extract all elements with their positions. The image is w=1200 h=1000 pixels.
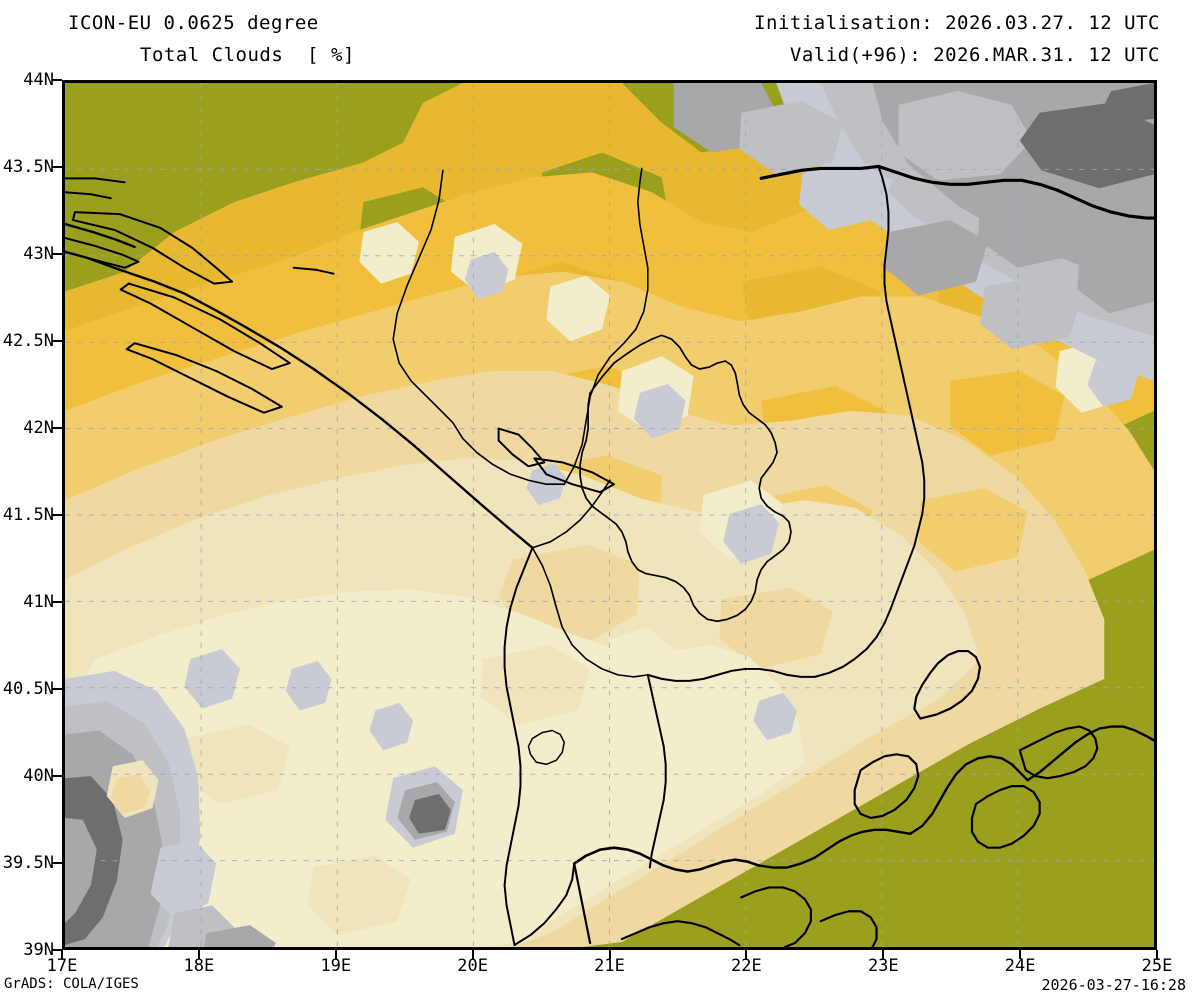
grads-credit: GrADS: COLA/IGES: [4, 976, 139, 992]
y-axis-tick-7: [52, 688, 62, 690]
x-axis-tick-6: [882, 950, 885, 959]
valid-time: Valid(+96): 2026.MAR.31. 12 UTC: [789, 44, 1160, 66]
y-axis-tick-6: [52, 601, 62, 603]
render-timestamp: 2026-03-27-16:28: [1041, 976, 1187, 994]
x-axis-tick-4: [608, 950, 611, 959]
map-plot-area: [62, 80, 1157, 950]
y-axis-tick-10: [52, 949, 62, 951]
y-axis-tick-9: [52, 862, 62, 864]
x-axis-tick-3: [471, 950, 474, 959]
y-axis-tick-8: [52, 775, 62, 777]
y-axis-label-10: 39N: [23, 940, 54, 960]
x-axis-label-0: 17E: [46, 956, 78, 976]
cloud-cover-raster: [65, 83, 1154, 947]
y-axis-label-6: 41N: [23, 592, 54, 612]
x-axis-tick-1: [197, 950, 200, 959]
y-axis-tick-3: [52, 340, 62, 342]
y-axis-label-5: 41.5N: [2, 505, 54, 525]
initialisation-time: Initialisation: 2026.03.27. 12 UTC: [754, 12, 1160, 34]
x-axis-label-7: 24E: [1004, 956, 1036, 976]
x-axis-label-5: 22E: [731, 956, 762, 976]
x-axis-tick-7: [1019, 950, 1022, 959]
x-axis-label-4: 21E: [594, 956, 625, 976]
y-axis-label-4: 42N: [23, 418, 54, 438]
x-axis-tick-2: [334, 950, 337, 959]
x-axis-label-8: 25E: [1141, 956, 1173, 976]
y-axis-label-7: 40.5N: [2, 679, 54, 699]
x-axis-label-1: 18E: [183, 956, 215, 976]
x-axis-tick-0: [61, 950, 63, 959]
y-axis-label-0: 44N: [23, 70, 54, 90]
x-axis-tick-8: [1156, 950, 1158, 959]
x-axis-label-3: 20E: [457, 956, 488, 976]
y-axis-label-8: 40N: [23, 766, 54, 786]
y-axis-tick-2: [52, 253, 62, 255]
y-axis-tick-4: [52, 427, 62, 429]
x-axis-label-2: 19E: [320, 956, 352, 976]
map-gridlines: [65, 83, 1154, 947]
y-axis-label-1: 43.5N: [2, 157, 54, 177]
y-axis-tick-1: [52, 166, 62, 168]
model-title: ICON-EU 0.0625 degree: [68, 12, 319, 34]
field-title: Total Clouds [ %]: [140, 44, 355, 66]
contour-fill-group: [65, 83, 1154, 947]
y-axis-label-2: 43N: [23, 244, 54, 264]
y-axis-label-9: 39.5N: [2, 853, 54, 873]
y-axis-label-3: 42.5N: [2, 331, 54, 351]
y-axis-tick-5: [52, 514, 62, 516]
coastline-and-border-lines: [65, 164, 1154, 947]
y-axis-tick-0: [52, 79, 62, 81]
x-axis-tick-5: [745, 950, 748, 959]
x-axis-label-6: 23E: [867, 956, 899, 976]
